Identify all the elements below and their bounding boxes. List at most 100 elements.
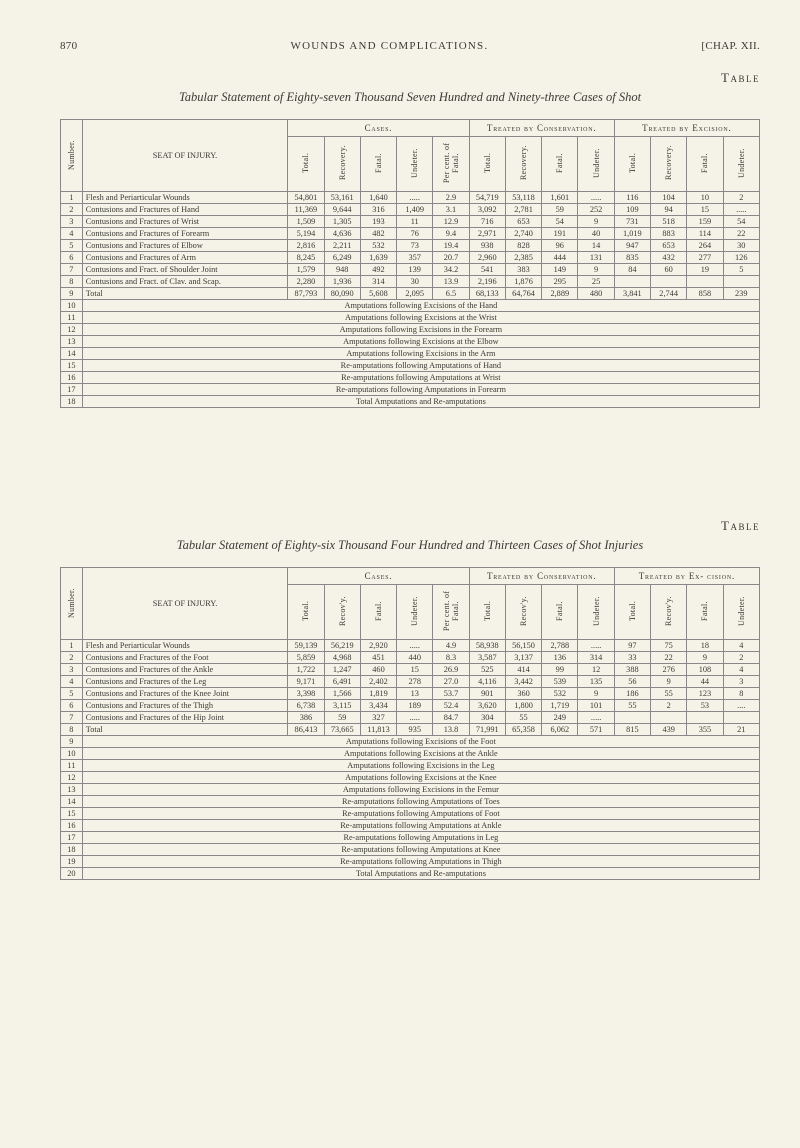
table-cell: 1,509 [288, 216, 324, 228]
header-right: [CHAP. XII. [701, 40, 760, 52]
table-cell: Contusions and Fractures of the Leg [82, 676, 288, 688]
table-cell: 9,644 [324, 204, 360, 216]
table-cell: 1,247 [324, 664, 360, 676]
table-cell: 4 [61, 676, 83, 688]
table-cell: 901 [469, 688, 505, 700]
footer-text: Total Amputations and Re-amputations [82, 868, 759, 880]
table-cell: 6,249 [324, 252, 360, 264]
table-cell: 3,115 [324, 700, 360, 712]
table-cell: 2,816 [288, 240, 324, 252]
col-c-undeter: Undeter. [410, 138, 419, 188]
table-cell: 19 [687, 264, 723, 276]
table-cell: 2 [651, 700, 687, 712]
table-cell: 5 [61, 240, 83, 252]
table-cell: 3,398 [288, 688, 324, 700]
col-c-percent: Per cent. of Fatal. [442, 138, 460, 188]
table-cell: 18 [687, 640, 723, 652]
col-e-recovery: Recovery. [664, 138, 673, 188]
table-cell: 136 [542, 652, 578, 664]
table-cell: 59 [324, 712, 360, 724]
table-cell: 360 [505, 688, 541, 700]
table-cell: 1,819 [360, 688, 396, 700]
table-cell: 6,738 [288, 700, 324, 712]
table-cell: 439 [651, 724, 687, 736]
table-cell [651, 712, 687, 724]
table-cell: ..... [723, 204, 759, 216]
table-cell: 1,800 [505, 700, 541, 712]
table-cell: 2 [723, 192, 759, 204]
table-cell: 295 [542, 276, 578, 288]
row-number: 15 [61, 808, 83, 820]
table-cell: 249 [542, 712, 578, 724]
table-cell: 1,876 [505, 276, 541, 288]
table-cell: 3,092 [469, 204, 505, 216]
table-cell: Contusions and Fractures of the Knee Joi… [82, 688, 288, 700]
table-cell: 53 [687, 700, 723, 712]
table-cell: 2,196 [469, 276, 505, 288]
col-e-total: Total. [628, 138, 637, 188]
table-cell: 76 [397, 228, 433, 240]
table-cell: 94 [651, 204, 687, 216]
table-cell: 3,442 [505, 676, 541, 688]
col-c-fatal: Fatal. [374, 138, 383, 188]
group-cases: Cases. [288, 120, 469, 137]
table-cell: 2 [61, 652, 83, 664]
table-cell: 7 [61, 712, 83, 724]
table-cell: 5 [61, 688, 83, 700]
table-cell: ..... [578, 712, 614, 724]
table-cell: 2,740 [505, 228, 541, 240]
table-cell: 1,722 [288, 664, 324, 676]
table-cell: 25 [578, 276, 614, 288]
table-cell: 532 [360, 240, 396, 252]
table-cell: 357 [397, 252, 433, 264]
col-e-fatal: Fatal. [700, 138, 709, 188]
row-number: 10 [61, 300, 83, 312]
col-t-recovery: Recovery. [519, 138, 528, 188]
table-cell: 9,171 [288, 676, 324, 688]
table-cell: 653 [651, 240, 687, 252]
note-text: Re-amputations following Amputations in … [82, 384, 759, 396]
note-text: Re-amputations following Amputations at … [82, 844, 759, 856]
table-cell [687, 712, 723, 724]
table-cell: 480 [578, 288, 614, 300]
table-cell: 86,413 [288, 724, 324, 736]
table-cell: 1,719 [542, 700, 578, 712]
table-cell: 2.9 [433, 192, 469, 204]
note-text: Amputations following Excisions in the A… [82, 348, 759, 360]
table-cell: 2,889 [542, 288, 578, 300]
table-cell: Total [82, 724, 288, 736]
row-number: 20 [61, 868, 83, 880]
col-e-undeter: Undeter. [737, 138, 746, 188]
table-cell: 30 [397, 276, 433, 288]
table-cell: 3,587 [469, 652, 505, 664]
table-cell: 4,116 [469, 676, 505, 688]
table-cell: Contusions and Fractures of Wrist [82, 216, 288, 228]
row-number: 16 [61, 372, 83, 384]
table-cell: 383 [505, 264, 541, 276]
table-cell: 80,090 [324, 288, 360, 300]
running-header: 870 WOUNDS AND COMPLICATIONS. [CHAP. XII… [60, 40, 760, 52]
table-cell: 60 [651, 264, 687, 276]
note-text: Re-amputations following Amputations of … [82, 808, 759, 820]
col-t-total: Total. [483, 138, 492, 188]
table-cell: 15 [687, 204, 723, 216]
table-cell: Contusions and Fract. of Shoulder Joint [82, 264, 288, 276]
table-cell: 116 [614, 192, 650, 204]
table-cell: 13 [397, 688, 433, 700]
header-center: WOUNDS AND COMPLICATIONS. [77, 40, 701, 52]
table-cell: 2,280 [288, 276, 324, 288]
table-cell: 193 [360, 216, 396, 228]
table-cell: 525 [469, 664, 505, 676]
table-cell: 532 [542, 688, 578, 700]
table-cell: 2,781 [505, 204, 541, 216]
table-cell: 3 [61, 216, 83, 228]
table-cell: 1,601 [542, 192, 578, 204]
group-cases: Cases. [288, 568, 469, 585]
block-1: Table Tabular Statement of Eighty-seven … [60, 70, 760, 408]
table-cell: 6 [61, 252, 83, 264]
table-cell: 12 [578, 664, 614, 676]
table-cell: 126 [723, 252, 759, 264]
table-cell: 460 [360, 664, 396, 676]
group-conservation: Treated by Conservation. [469, 120, 614, 137]
note-text: Amputations following Excisions in the L… [82, 760, 759, 772]
